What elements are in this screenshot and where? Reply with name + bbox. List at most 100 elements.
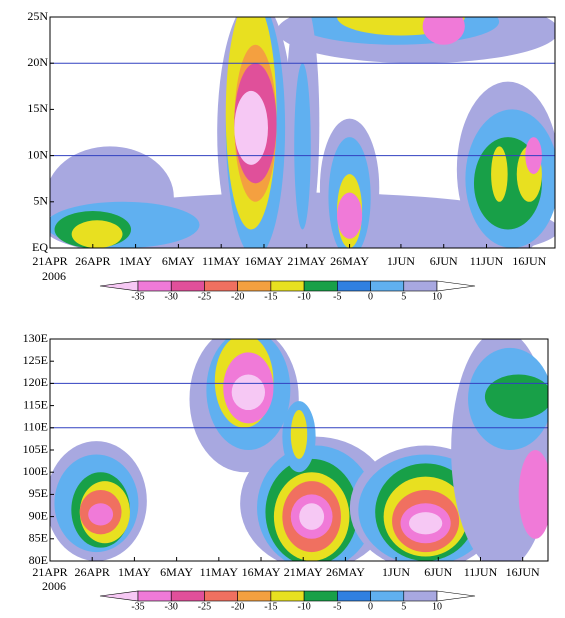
x-tick-label: 21MAY (284, 565, 323, 579)
colorbar-label: -30 (165, 291, 178, 302)
colorbar-label: -15 (264, 601, 277, 612)
y-tick-label: 120E (23, 375, 48, 389)
colorbar-label: -25 (198, 291, 211, 302)
x-tick-label: 16JUN (512, 254, 546, 268)
colorbar-label: -10 (297, 601, 310, 612)
colorbar-extend (436, 280, 476, 292)
contour-region (408, 512, 443, 535)
colorbar-box (237, 280, 272, 292)
colorbar-label: -25 (198, 601, 211, 612)
x-tick-label: 11JUN (470, 254, 504, 268)
colorbar-box (170, 280, 205, 292)
plot-area (50, 339, 548, 561)
colorbar-label: -20 (231, 601, 244, 612)
y-tick-label: 90E (29, 508, 48, 522)
year-label: 2006 (42, 269, 66, 283)
x-tick-label: 21APR (32, 254, 67, 268)
contour-region (299, 503, 325, 530)
x-tick-label: 11JUN (464, 565, 498, 579)
x-tick-label: 21APR (32, 565, 67, 579)
x-tick-label: 1MAY (118, 565, 151, 579)
contour-region (290, 410, 308, 459)
x-tick-label: 16MAY (245, 254, 284, 268)
x-tick-label: 21MAY (287, 254, 326, 268)
colorbar-label: -5 (333, 291, 341, 302)
x-tick-label: 1JUN (382, 565, 410, 579)
y-tick-label: 85E (29, 531, 48, 545)
colorbar-label: -35 (131, 601, 144, 612)
colorbar-label: -10 (297, 291, 310, 302)
colorbar-label: 5 (401, 601, 406, 612)
colorbar-label: 0 (368, 291, 373, 302)
colorbar-box (170, 590, 205, 602)
y-tick-label: 25N (27, 9, 48, 23)
colorbar-label: 10 (432, 601, 442, 612)
contour-region (231, 374, 266, 411)
plot-frame (49, 16, 556, 249)
colorbar-box (337, 280, 371, 292)
y-tick-label: 5N (33, 194, 48, 208)
colorbar-box (370, 280, 405, 292)
y-tick-label: 15N (27, 101, 48, 115)
y-tick-label: 110E (23, 420, 48, 434)
x-tick-label: 6JUN (430, 254, 458, 268)
x-tick-label: 26APR (75, 565, 110, 579)
x-tick-label: 6MAY (162, 254, 195, 268)
y-tick-label: 10N (27, 147, 48, 161)
colorbar-box (137, 590, 172, 602)
plot-area (50, 17, 555, 248)
colorbar-box (303, 280, 338, 292)
x-tick-label: 16MAY (242, 565, 281, 579)
colorbar-label: 5 (401, 291, 406, 302)
y-tick-label: 105E (23, 442, 48, 456)
colorbar-label: -35 (131, 291, 144, 302)
contour-region (518, 450, 548, 539)
contour-region (484, 374, 548, 419)
x-tick-label: 1MAY (119, 254, 152, 268)
colorbar-extend (99, 590, 139, 602)
y-tick-label: 130E (23, 331, 48, 345)
x-tick-label: 6MAY (160, 565, 193, 579)
colorbar-label: -15 (264, 291, 277, 302)
colorbar-label: 10 (432, 291, 442, 302)
colorbar-box (204, 280, 238, 292)
contour-region (337, 192, 363, 239)
colorbar-extend (436, 590, 476, 602)
colorbar-box (270, 280, 305, 292)
y-tick-label: 20N (27, 55, 48, 69)
contour-region (491, 146, 508, 202)
colorbar-box (204, 590, 238, 602)
y-tick-label: 95E (29, 486, 48, 500)
colorbar-box (370, 590, 405, 602)
x-tick-label: 16JUN (506, 565, 540, 579)
contour-region (234, 90, 268, 165)
colorbar-extend (99, 280, 139, 292)
panel: EQ 5N 10N 15N 20N 25N 21APR 26APR 1MAY 6MAY 11MAY 1… (27, 9, 556, 302)
y-tick-label: 125E (23, 353, 48, 367)
contour-region (88, 503, 114, 526)
x-tick-label: 11MAY (202, 254, 241, 268)
colorbar-label: -30 (165, 601, 178, 612)
x-tick-label: 26APR (75, 254, 110, 268)
x-tick-label: 6JUN (424, 565, 452, 579)
y-tick-label: 115E (23, 397, 48, 411)
colorbar-box (270, 590, 305, 602)
y-tick-label: EQ (32, 240, 48, 254)
contour-region (422, 17, 465, 45)
y-tick-label: 80E (29, 553, 48, 567)
colorbar-box (237, 590, 272, 602)
year-label: 2006 (42, 579, 66, 593)
panel: 80E 85E 90E 95E 100E 105E 110E 115E 120E 125E 130E… (23, 331, 549, 612)
x-tick-label: 26MAY (330, 254, 369, 268)
x-tick-label: 11MAY (200, 565, 239, 579)
colorbar-label: -20 (231, 291, 244, 302)
colorbar-box (303, 590, 338, 602)
x-tick-label: 1JUN (387, 254, 415, 268)
colorbar-label: 0 (368, 601, 373, 612)
x-tick-label: 26MAY (326, 565, 365, 579)
contour-region (294, 63, 311, 230)
contour-region (71, 220, 123, 248)
colorbar-box (403, 280, 438, 292)
colorbar-box (337, 590, 371, 602)
